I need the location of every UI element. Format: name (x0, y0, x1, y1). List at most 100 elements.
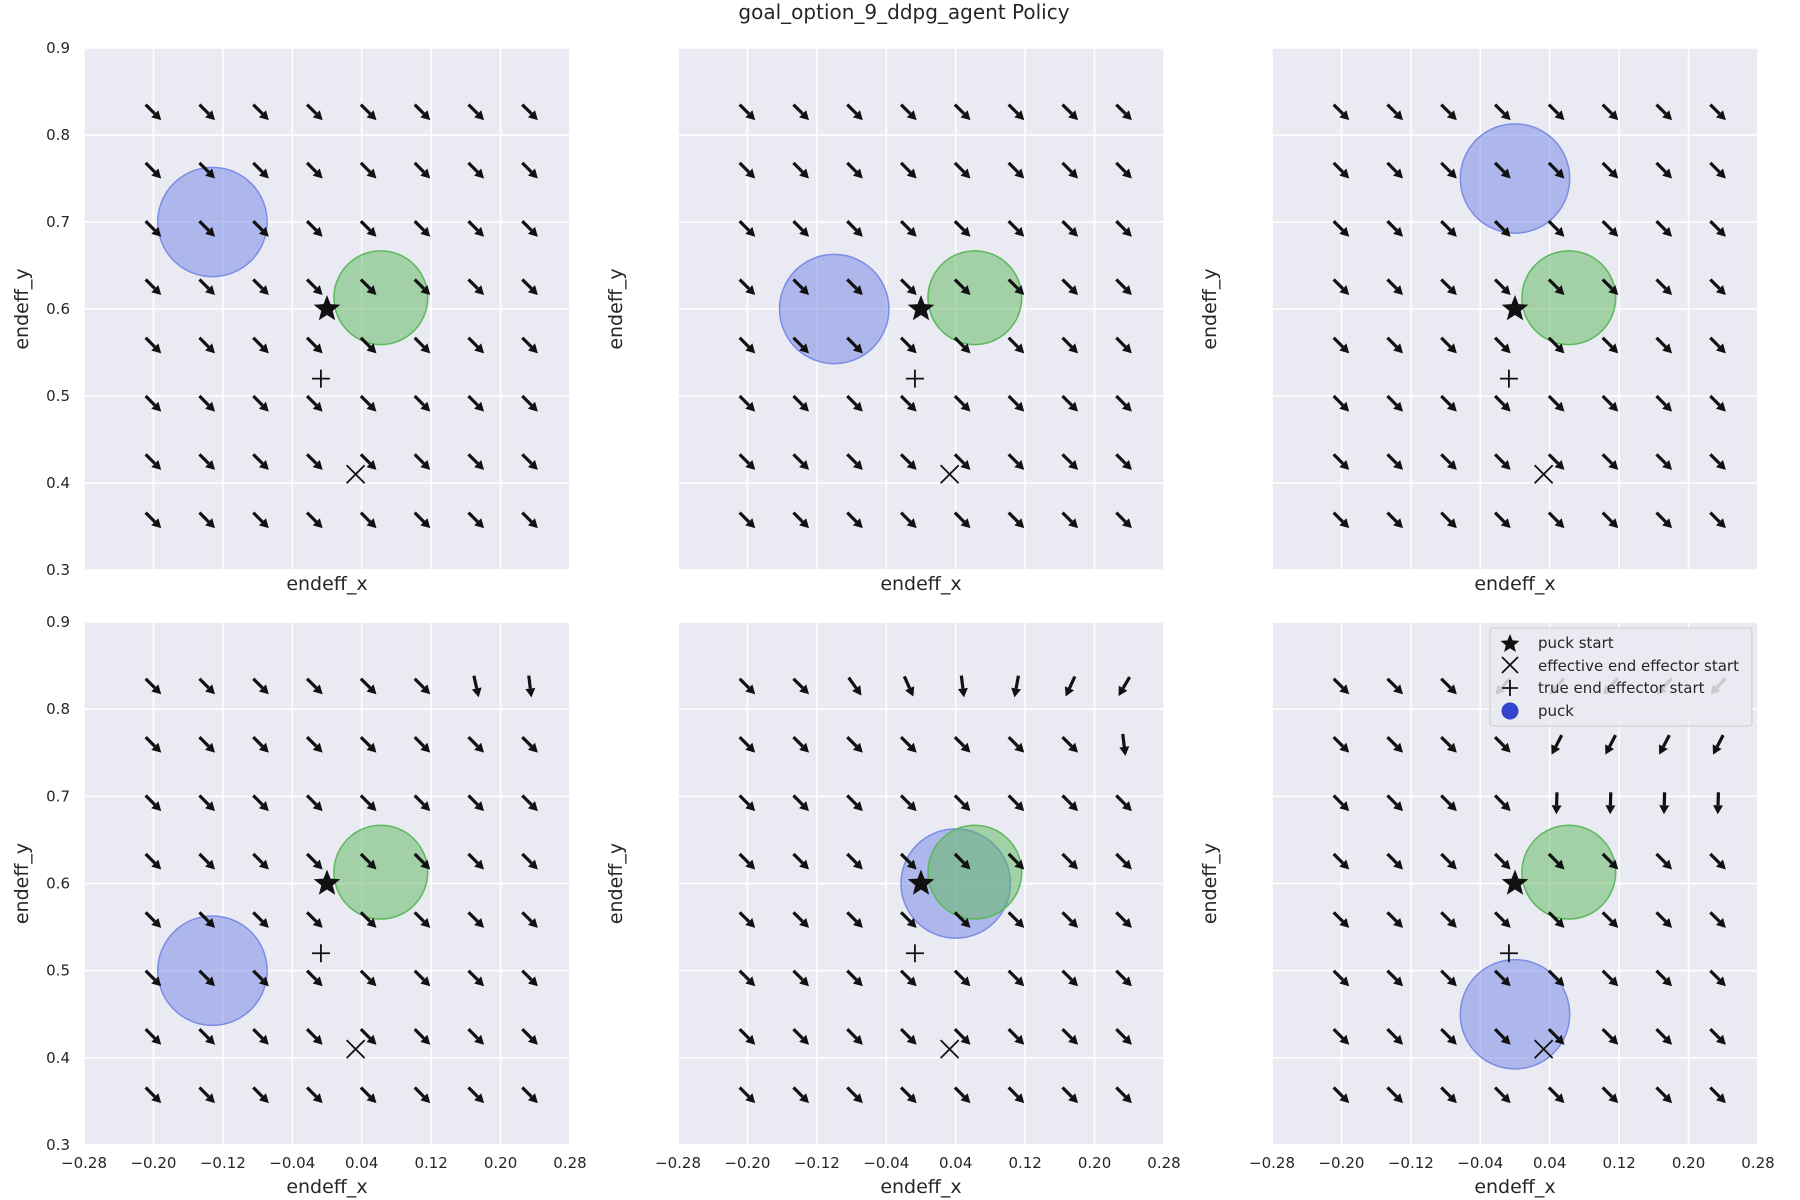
quiver-arrow (1547, 969, 1565, 987)
arrow-head (1014, 976, 1025, 987)
x-tick-label: −0.12 (794, 1154, 840, 1172)
quiver-arrow (738, 911, 756, 928)
arrow-shaft (1655, 220, 1667, 232)
quiver-arrow (144, 852, 162, 870)
arrow-shaft (847, 676, 858, 690)
arrow-head (1662, 343, 1673, 354)
arrow-shaft (1440, 336, 1452, 349)
arrow-head (1339, 684, 1350, 695)
arrow-head (1068, 343, 1079, 354)
quiver-arrow (144, 336, 162, 354)
quiver-arrow (846, 336, 863, 354)
arrow-shaft (1007, 969, 1020, 982)
quiver-arrow (1655, 511, 1673, 529)
arrow-shaft (467, 911, 479, 923)
arrow-shaft (521, 453, 533, 465)
quiver-arrow (413, 336, 431, 354)
arrow-head (205, 859, 216, 870)
arrow-head (1068, 518, 1079, 529)
arrow-shaft (1608, 734, 1617, 748)
quiver-arrow (198, 794, 216, 812)
quiver-arrow (1440, 161, 1457, 179)
arrow-head (474, 1034, 485, 1045)
arrow-head (205, 343, 216, 354)
quiver-arrow (1601, 220, 1619, 237)
arrow-head (1446, 742, 1457, 753)
arrow-shaft (899, 735, 912, 748)
figure-title: goal_option_9_ddpg_agent Policy (738, 0, 1069, 24)
arrow-shaft (738, 852, 750, 865)
quiver-arrow (1655, 1086, 1673, 1104)
star-icon (1500, 634, 1520, 652)
quiver-arrow (792, 735, 810, 753)
arrow-head (906, 1093, 917, 1104)
arrow-shaft (738, 911, 750, 923)
arrow-shaft (252, 794, 264, 806)
arrow-head (1715, 1034, 1726, 1045)
quiver-arrow (953, 453, 971, 470)
arrow-head (852, 110, 863, 121)
quiver-arrow (1713, 792, 1724, 815)
arrow-head (1339, 859, 1350, 870)
arrow-head (799, 168, 810, 179)
arrow-head (366, 1093, 377, 1104)
x-axis-label: endeff_x (880, 573, 961, 595)
arrow-head (312, 976, 323, 987)
quiver-arrow (953, 394, 971, 412)
arrow-head (1068, 742, 1079, 753)
quiver-arrow (413, 394, 431, 412)
quiver-arrow (899, 453, 917, 470)
arrow-head (960, 226, 971, 237)
quiver-arrow (1655, 394, 1673, 412)
arrow-head (1339, 1034, 1350, 1045)
arrow-head (1608, 226, 1619, 237)
quiver-arrow (1493, 161, 1511, 179)
quiver-arrow (1119, 733, 1130, 756)
arrow-head (205, 518, 216, 529)
arrow-head (906, 110, 917, 121)
arrow-head (1715, 518, 1726, 529)
arrow-shaft (359, 677, 372, 690)
arrow-shaft (899, 1086, 912, 1098)
arrow-head (1014, 917, 1025, 928)
quiver-arrow (1601, 336, 1619, 354)
arrow-head (151, 110, 162, 121)
quiver-arrow (1493, 852, 1511, 870)
quiver-arrow (1115, 1028, 1132, 1045)
y-tick-label: 0.4 (46, 474, 70, 492)
arrow-shaft (1332, 911, 1344, 923)
arrow-shaft (467, 852, 479, 865)
goal-circle (927, 250, 1023, 346)
x-tick-label: −0.20 (1318, 1154, 1364, 1172)
arrow-shaft (144, 1086, 156, 1098)
arrow-shaft (846, 103, 858, 115)
x-tick-label: −0.28 (61, 1154, 107, 1172)
arrow-shaft (1332, 103, 1344, 115)
quiver-arrow (467, 453, 485, 470)
arrow-head (799, 1034, 810, 1045)
quiver-arrow (792, 852, 810, 870)
arrow-shaft (467, 278, 479, 290)
arrow-shaft (521, 394, 533, 407)
arrow-head (205, 684, 216, 695)
quiver-arrow (144, 453, 162, 470)
quiver-arrow (144, 1086, 162, 1104)
arrow-head (906, 742, 917, 753)
x-tick-label: −0.04 (863, 1154, 909, 1172)
arrow-shaft (953, 1086, 966, 1098)
arrow-shaft (467, 161, 479, 174)
quiver-arrow (1601, 1086, 1619, 1104)
arrow-head (1500, 917, 1511, 928)
arrow-head (1662, 459, 1673, 470)
quiver-arrow (846, 511, 863, 529)
arrow-shaft (144, 852, 156, 865)
arrow-head (1011, 687, 1022, 698)
arrow-shaft (413, 1086, 426, 1098)
quiver-arrow (899, 278, 917, 296)
arrow-shaft (846, 394, 858, 407)
arrow-head (1446, 285, 1457, 296)
quiver-arrow (1007, 852, 1025, 870)
arrow-head (1551, 805, 1562, 815)
arrow-shaft (1709, 1086, 1721, 1098)
arrow-shaft (305, 735, 318, 748)
